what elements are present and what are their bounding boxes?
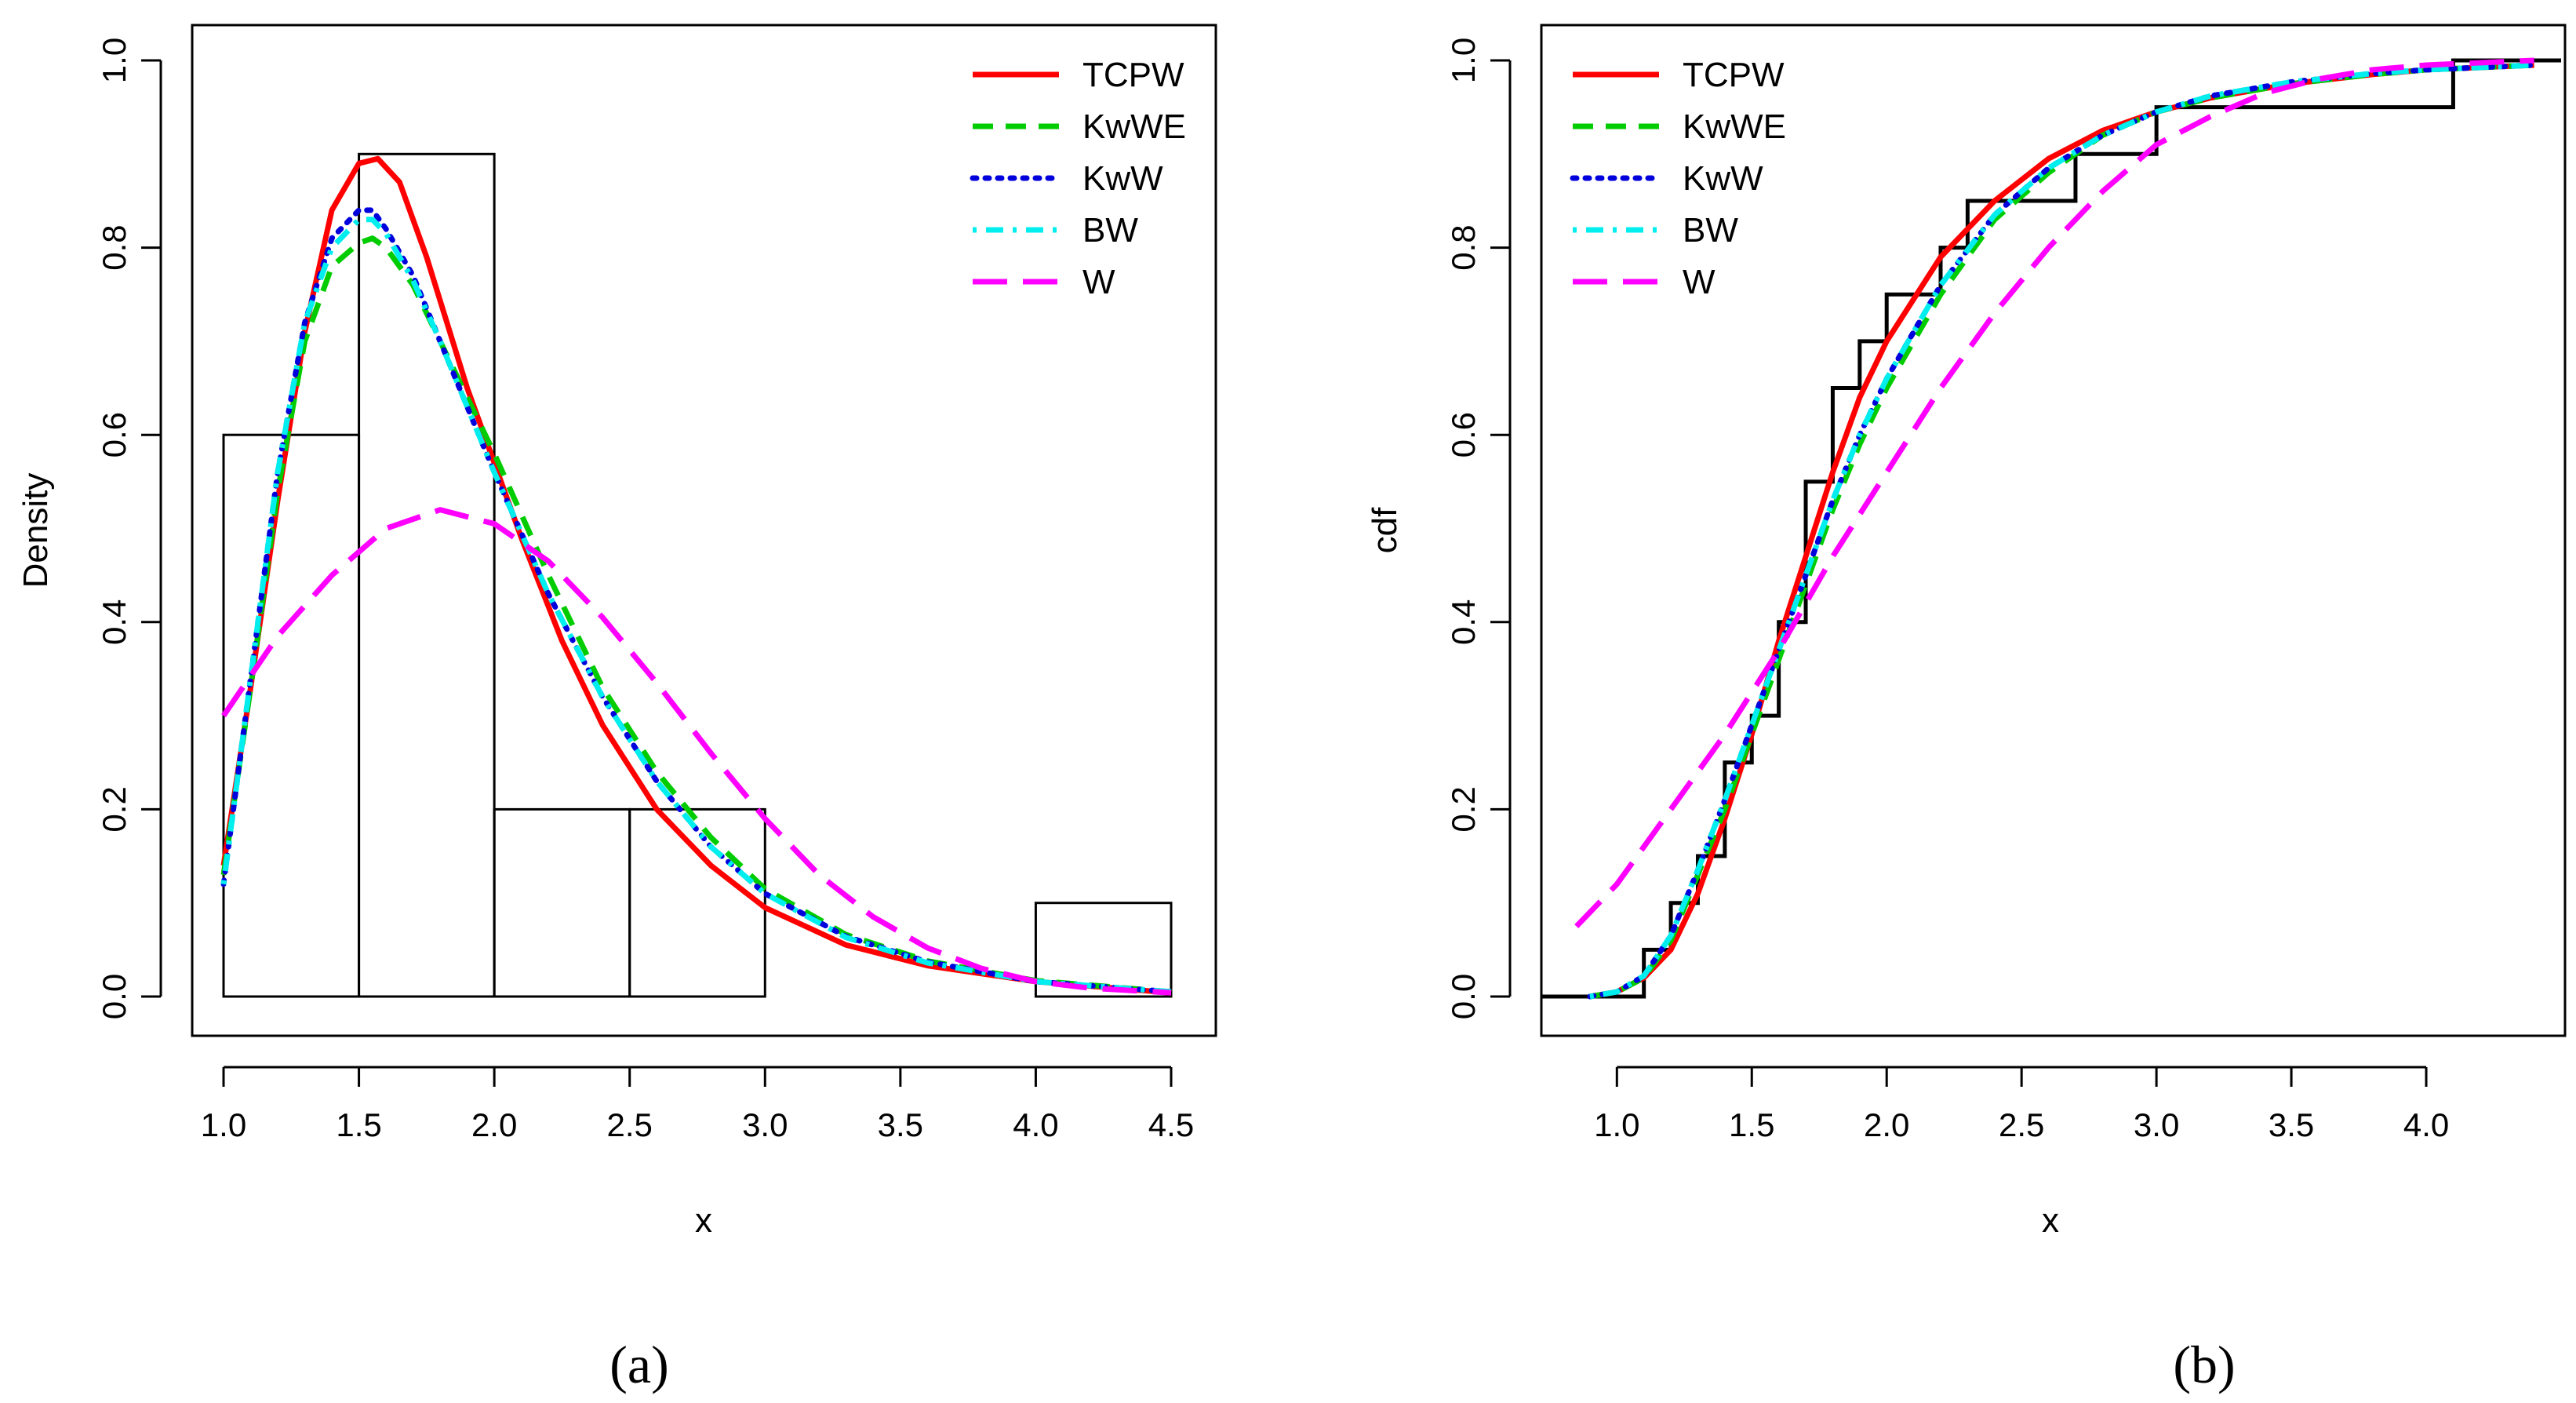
cdf-x-axis: 1.0 1.5 2.0 2.5 3.0 3.5 4.0 xyxy=(1594,1066,2449,1143)
density-histogram-bar-1 xyxy=(358,152,496,998)
density-series-bw xyxy=(220,217,1172,995)
cdf-empirical-cdf-step xyxy=(1541,58,2561,999)
density-series-kww xyxy=(220,207,1174,995)
density-x-tick-label: 3.0 xyxy=(742,1106,788,1143)
density-x-tick-label: 1.5 xyxy=(336,1106,381,1143)
cdf-legend: TCPW KwWE KwW BW W xyxy=(1570,56,1786,301)
density-x-tick-label: 3.5 xyxy=(878,1106,923,1143)
cdf-panel-label: (b) xyxy=(2173,1335,2235,1394)
density-histogram-bar-3 xyxy=(628,807,766,998)
cdf-y-tick-label: 0.8 xyxy=(1445,224,1482,270)
cdf-legend-item-kwwe: KwWE xyxy=(1573,108,1786,146)
cdf-series-bw xyxy=(1589,62,2534,1000)
cdf-legend-item-kww: KwW xyxy=(1570,159,1763,198)
density-panel-label: (a) xyxy=(609,1335,668,1394)
density-plot-area xyxy=(220,152,1174,998)
cdf-plot-area xyxy=(1541,57,2561,1000)
density-legend-item-w: W xyxy=(973,263,1115,301)
cdf-y-tick-label: 0.4 xyxy=(1445,599,1482,645)
density-legend-label: W xyxy=(1082,263,1115,301)
density-x-axis: 1.0 1.5 2.0 2.5 3.0 3.5 4.0 4.5 xyxy=(201,1066,1194,1143)
cdf-x-tick-label: 1.0 xyxy=(1594,1106,1639,1143)
cdf-x-tick-label: 3.0 xyxy=(2134,1106,2179,1143)
density-series-kwwe xyxy=(220,235,1172,995)
cdf-legend-item-bw: BW xyxy=(1573,211,1738,250)
density-x-tick-label: 4.5 xyxy=(1148,1106,1194,1143)
cdf-y-tick-label: 0.0 xyxy=(1445,974,1482,1019)
cdf-x-tick-label: 1.5 xyxy=(1729,1106,1774,1143)
cdf-legend-item-tcpw: TCPW xyxy=(1573,56,1785,94)
density-y-tick-label: 0.0 xyxy=(96,974,133,1019)
density-y-tick-label: 0.4 xyxy=(96,599,133,645)
cdf-plot-frame xyxy=(1540,24,2567,1037)
density-y-tick-label: 0.8 xyxy=(96,224,133,270)
density-legend-item-kww: KwW xyxy=(970,159,1163,198)
cdf-x-axis-label: x xyxy=(2042,1201,2059,1240)
density-legend-label: BW xyxy=(1082,211,1138,250)
density-x-tick-label: 1.0 xyxy=(201,1106,246,1143)
density-y-axis: 0.0 0.2 0.4 0.6 0.8 1.0 xyxy=(96,38,162,1019)
density-legend-item-tcpw: TCPW xyxy=(973,56,1184,94)
cdf-y-tick-label: 0.2 xyxy=(1445,786,1482,832)
density-y-axis-label: Density xyxy=(16,473,55,589)
cdf-series-tcpw xyxy=(1589,62,2534,1000)
cdf-panel: 1.0 1.5 2.0 2.5 3.0 3.5 4.0 0.0 0.2 0.4 0.6 0.8 1.0… xyxy=(1366,24,2567,1394)
cdf-series-w xyxy=(1574,57,2534,928)
cdf-x-tick-label: 2.5 xyxy=(1999,1106,2044,1143)
cdf-series-kww xyxy=(1587,62,2538,1000)
cdf-x-tick-label: 4.0 xyxy=(2403,1106,2449,1143)
cdf-legend-label: BW xyxy=(1683,211,1738,250)
cdf-legend-label: KwWE xyxy=(1683,108,1786,146)
density-plot-frame xyxy=(191,24,1217,1037)
density-x-tick-label: 2.0 xyxy=(471,1106,517,1143)
density-series-w xyxy=(221,507,1172,996)
cdf-legend-item-w: W xyxy=(1573,263,1716,301)
density-histogram-bar-2 xyxy=(493,807,631,998)
cdf-series-kwwe xyxy=(1589,62,2534,1000)
density-y-tick-label: 0.2 xyxy=(96,786,133,832)
cdf-y-axis: 0.0 0.2 0.4 0.6 0.8 1.0 xyxy=(1445,38,1512,1019)
cdf-x-tick-label: 2.0 xyxy=(1864,1106,1909,1143)
density-histogram-bar-6 xyxy=(1034,902,1173,998)
cdf-y-tick-label: 1.0 xyxy=(1445,38,1482,83)
cdf-legend-label: TCPW xyxy=(1683,56,1785,94)
density-legend-item-kwwe: KwWE xyxy=(973,108,1186,146)
cdf-y-tick-label: 0.6 xyxy=(1445,412,1482,457)
cdf-x-tick-label: 3.5 xyxy=(2269,1106,2314,1143)
density-legend-label: KwW xyxy=(1082,159,1163,198)
density-legend-label: KwWE xyxy=(1082,108,1186,146)
density-legend: TCPW KwWE KwW BW W xyxy=(970,56,1186,301)
density-legend-item-bw: BW xyxy=(973,211,1138,250)
cdf-legend-label: KwW xyxy=(1683,159,1763,198)
density-x-axis-label: x xyxy=(695,1201,712,1240)
density-panel: 1.0 1.5 2.0 2.5 3.0 3.5 4.0 4.5 0.0 0.2 0.4 0.6 0.8… xyxy=(16,24,1217,1394)
density-x-tick-label: 4.0 xyxy=(1013,1106,1058,1143)
cdf-legend-label: W xyxy=(1683,263,1716,301)
cdf-y-axis-label: cdf xyxy=(1366,507,1404,553)
density-x-tick-label: 2.5 xyxy=(607,1106,653,1143)
density-legend-label: TCPW xyxy=(1082,56,1184,94)
density-y-tick-label: 0.6 xyxy=(96,412,133,457)
density-y-tick-label: 1.0 xyxy=(96,38,133,83)
